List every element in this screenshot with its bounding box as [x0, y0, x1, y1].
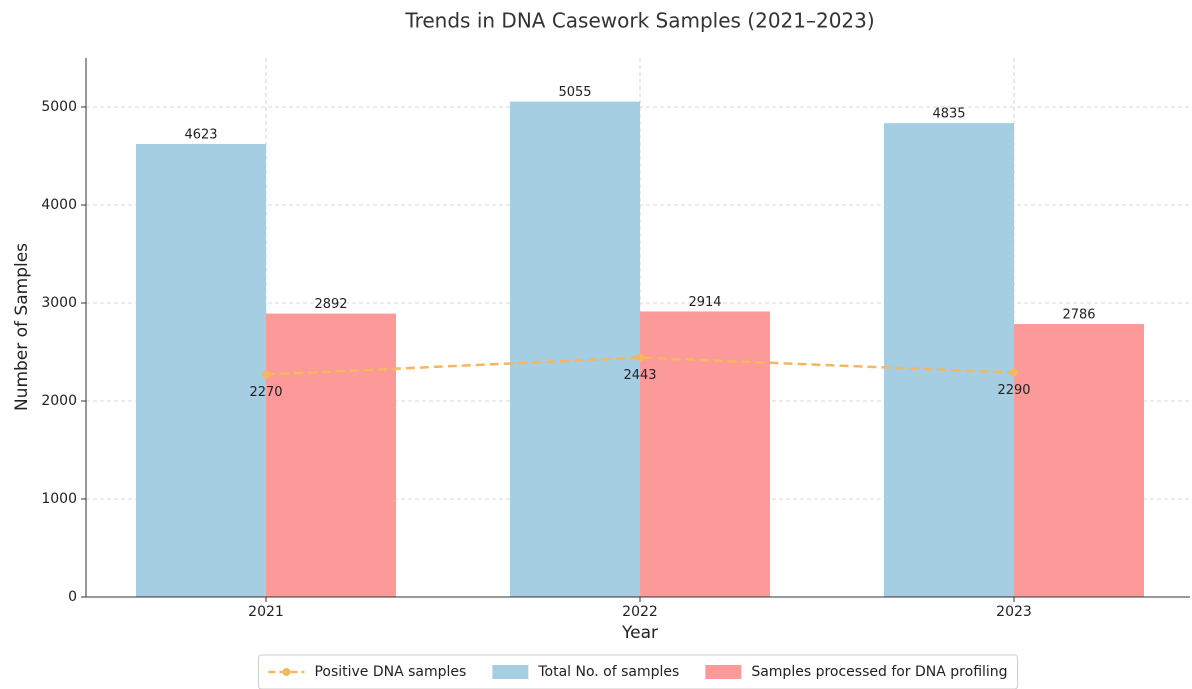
y-tick-label: 4000 [41, 197, 77, 213]
value-label: 4835 [932, 107, 965, 122]
point [262, 370, 270, 379]
y-tick-label: 2000 [41, 393, 77, 409]
x-tick-label: 2023 [996, 604, 1032, 620]
point [1010, 368, 1018, 377]
legend-label: Total No. of samples [537, 664, 679, 680]
chart-title: Trends in DNA Casework Samples (2021–202… [404, 9, 874, 33]
line [265, 356, 1015, 376]
legend-box [257, 654, 1019, 689]
y-tick-label: 3000 [41, 295, 77, 311]
value-label: 2892 [314, 297, 347, 312]
bar [136, 143, 266, 598]
value-label: 2270 [249, 385, 282, 400]
value-label: 2914 [688, 295, 721, 310]
value-label: 5055 [558, 85, 591, 100]
point [636, 353, 644, 362]
legend: Positive DNA samples Total No. of samples… [257, 654, 1019, 689]
x-axis-label: Year [621, 623, 658, 643]
x-tick-label: 2022 [622, 604, 658, 620]
legend-item: Samples processed for DNA profiling [705, 664, 1008, 680]
value-label: 2443 [623, 368, 656, 383]
legend-swatch [282, 668, 291, 676]
bar [884, 123, 1014, 598]
y-tick-label: 0 [68, 589, 77, 605]
bar [266, 313, 396, 597]
legend-label: Positive DNA samples [314, 664, 466, 680]
legend-swatch [492, 665, 529, 679]
legend-item: Total No. of samples [492, 664, 679, 680]
legend-swatch [705, 665, 742, 679]
bar [1014, 323, 1144, 597]
legend-item: Positive DNA samples [268, 664, 466, 680]
y-axis-label: Number of Samples [12, 243, 32, 411]
legend-label: Samples processed for DNA profiling [751, 664, 1007, 680]
y-tick-label: 5000 [41, 99, 77, 115]
y-tick-label: 1000 [41, 491, 77, 507]
x-tick-label: 2021 [248, 604, 284, 620]
value-label: 2290 [997, 383, 1030, 398]
value-label: 4623 [184, 127, 217, 142]
value-label: 2786 [1062, 307, 1095, 322]
bar [640, 311, 770, 597]
bar [510, 101, 640, 598]
